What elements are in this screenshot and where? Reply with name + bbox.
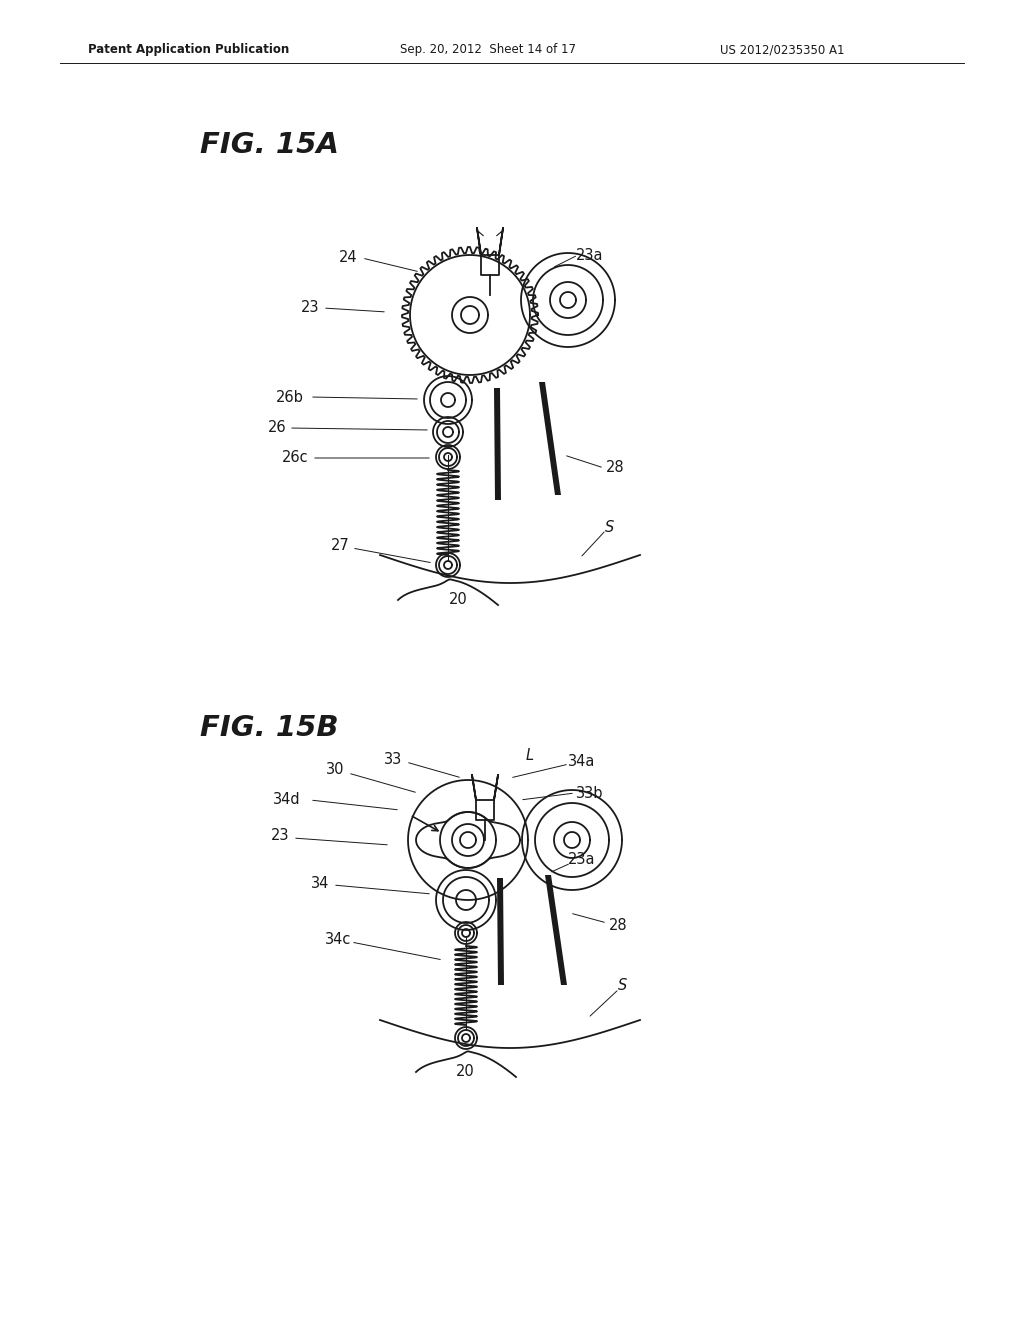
Text: 23a: 23a [577,248,604,263]
Text: 23: 23 [270,828,289,842]
Text: S: S [618,978,628,993]
Text: 26b: 26b [276,389,304,404]
Text: 34: 34 [311,875,329,891]
Polygon shape [497,878,504,985]
Text: L: L [526,747,535,763]
Text: 33: 33 [384,752,402,767]
Text: 30: 30 [326,763,344,777]
Text: 20: 20 [449,593,467,607]
Text: 24: 24 [339,251,357,265]
Text: Patent Application Publication: Patent Application Publication [88,44,289,57]
Text: S: S [605,520,614,535]
Text: Sep. 20, 2012  Sheet 14 of 17: Sep. 20, 2012 Sheet 14 of 17 [400,44,575,57]
Text: 23: 23 [301,301,319,315]
Text: 28: 28 [608,917,628,932]
Text: 34a: 34a [568,755,596,770]
Text: 34d: 34d [273,792,301,808]
Text: 33b: 33b [577,785,604,800]
Text: 26c: 26c [282,450,308,466]
Text: 26: 26 [267,421,287,436]
Text: 34c: 34c [325,932,351,948]
Polygon shape [545,875,567,985]
Text: FIG. 15B: FIG. 15B [200,714,339,742]
Text: 27: 27 [331,537,349,553]
Polygon shape [494,388,501,500]
Text: FIG. 15A: FIG. 15A [200,131,339,158]
Text: US 2012/0235350 A1: US 2012/0235350 A1 [720,44,845,57]
Text: 28: 28 [605,461,625,475]
Text: 23a: 23a [568,853,596,867]
Polygon shape [539,381,561,495]
Text: 20: 20 [456,1064,474,1080]
